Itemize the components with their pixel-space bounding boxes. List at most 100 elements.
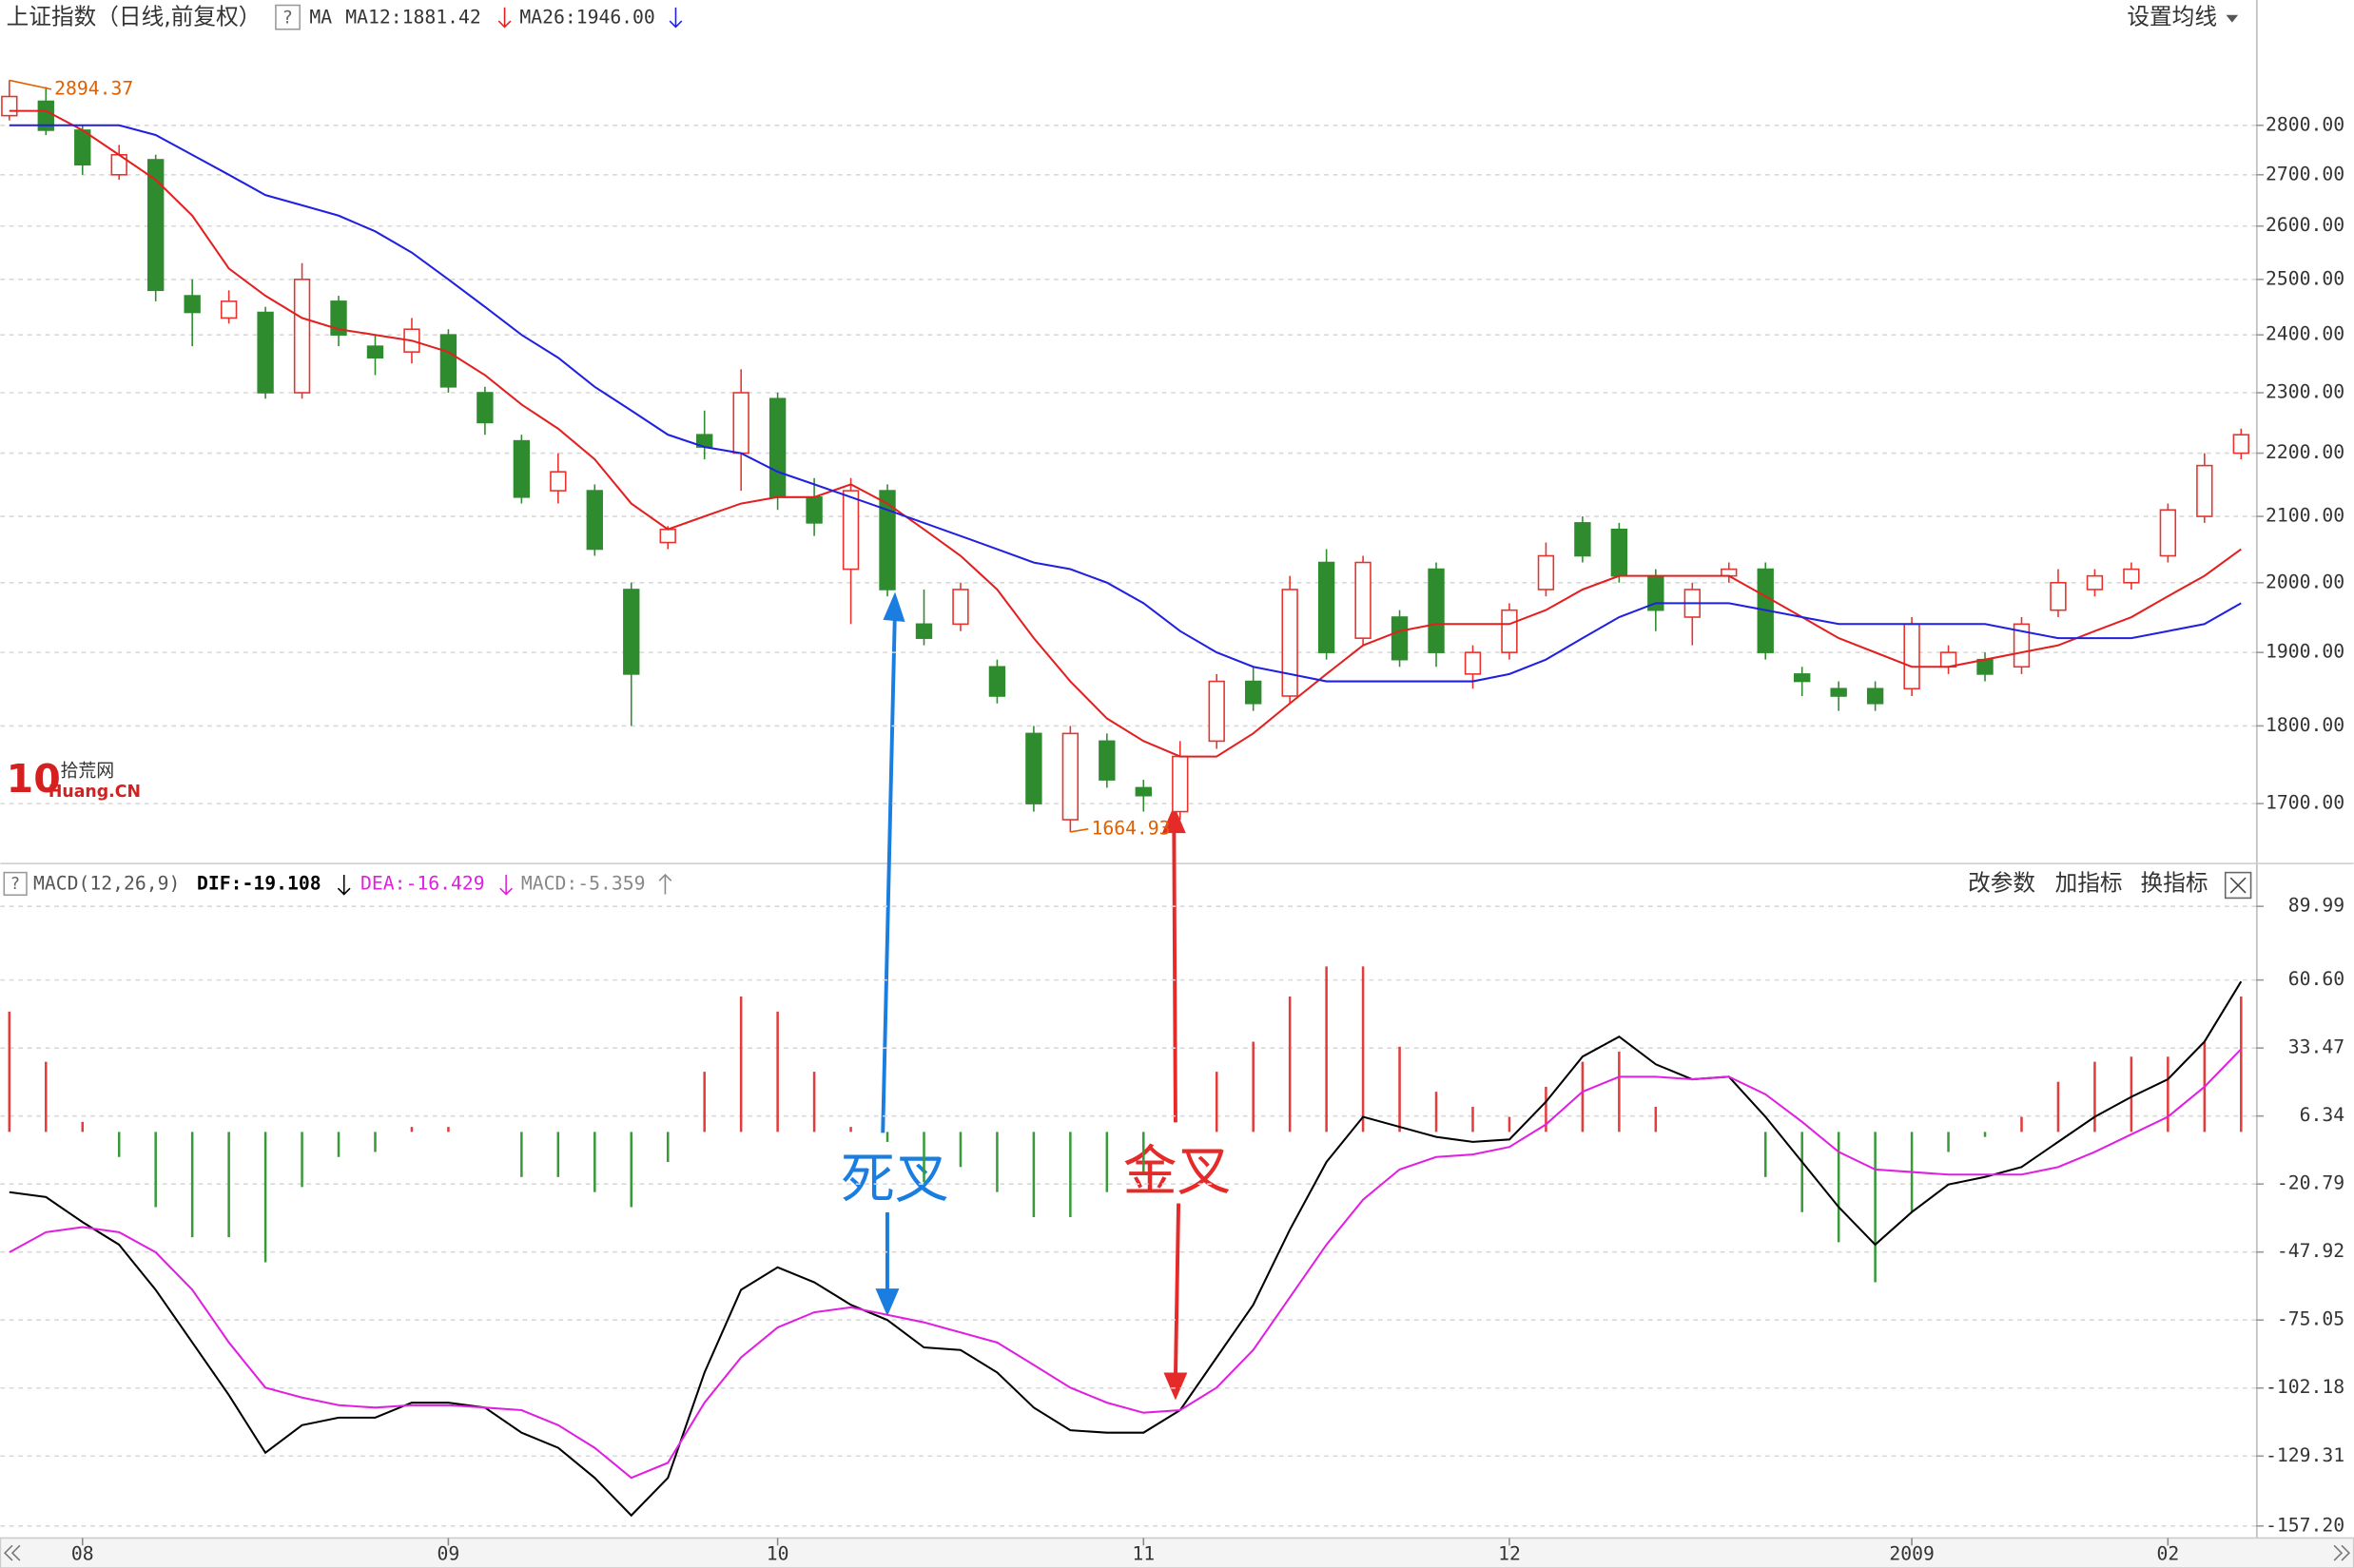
candle-body: [1830, 687, 1847, 697]
candle-body: [659, 528, 676, 544]
legend-dea: DEA:-16.429: [360, 873, 485, 895]
candle-body: [1135, 786, 1152, 797]
ma-line: [9, 124, 2242, 683]
high-label: 2894.37: [54, 77, 133, 99]
candle-body: [147, 159, 165, 292]
high-marker: [9, 79, 52, 90]
candle-body: [2159, 509, 2177, 557]
candle-body: [1245, 680, 1262, 705]
candle-body: [477, 392, 494, 424]
candle-body: [1172, 755, 1189, 813]
y-tick-label: 2100.00: [2266, 505, 2344, 527]
y-tick-label: 1800.00: [2266, 714, 2344, 736]
death-cross-arrows: [875, 591, 905, 1317]
candle-body: [257, 311, 274, 394]
candle-body: [768, 397, 787, 498]
scroll-left-button[interactable]: [3, 1544, 21, 1561]
candle-body: [1391, 616, 1409, 661]
candle-body: [915, 623, 933, 639]
candle-body: [1866, 687, 1884, 705]
golden-cross-label: 金叉: [1123, 1140, 1232, 1203]
candle-body: [952, 589, 969, 626]
candle-body: [184, 295, 201, 314]
ma-line: [9, 109, 2242, 758]
candle-body: [439, 334, 457, 388]
trend-arrow: [497, 7, 512, 29]
logo-site: Huang.CN: [49, 783, 141, 802]
candle-body: [842, 490, 860, 571]
x-tick-label: 2009: [1889, 1542, 1935, 1564]
candle-body: [1428, 568, 1445, 653]
params-button[interactable]: 改参数: [1968, 870, 2035, 897]
candle-body: [1501, 609, 1518, 653]
scroll-right-button[interactable]: [2333, 1544, 2351, 1561]
death-cross-label: 死叉: [841, 1148, 949, 1210]
y-tick-label: -157.20: [2266, 1514, 2344, 1536]
candle-body: [1281, 589, 1298, 697]
candle-body: [1464, 651, 1482, 675]
candle-body: [330, 300, 347, 336]
candle-body: [732, 392, 749, 455]
y-tick-label: 2000.00: [2266, 571, 2344, 592]
legend-dif: DIF:-19.108: [197, 873, 321, 895]
y-tick-label: 2300.00: [2266, 381, 2344, 403]
y-tick-label: 33.47: [2288, 1036, 2344, 1058]
y-tick-label: 2200.00: [2266, 441, 2344, 463]
dropdown-icon[interactable]: [2226, 14, 2239, 23]
x-axis-strip: [0, 1537, 2354, 1568]
trend-arrow: [658, 873, 672, 895]
help-button[interactable]: [275, 4, 301, 30]
y-tick-label: 60.60: [2288, 968, 2344, 990]
candle-body: [1061, 732, 1080, 821]
candle-body: [1208, 680, 1225, 743]
candle-body: [1794, 673, 1811, 683]
candle-body: [879, 490, 896, 590]
y-tick-label: 6.34: [2300, 1104, 2345, 1126]
candle-body: [293, 279, 311, 394]
candle-body: [1537, 554, 1555, 590]
x-tick-label: 09: [438, 1542, 460, 1564]
candle-body: [2013, 623, 2031, 668]
candle-body: [2232, 434, 2249, 455]
y-tick-label: 1900.00: [2266, 641, 2344, 663]
y-tick-label: 2700.00: [2266, 163, 2344, 184]
y-tick-label: 2400.00: [2266, 323, 2344, 345]
candle-body: [220, 300, 238, 319]
candle-body: [1317, 561, 1335, 653]
help-icon[interactable]: ?: [283, 7, 293, 28]
candle-body: [1099, 740, 1116, 781]
candle-body: [1354, 561, 1372, 639]
indicator-label: MA: [309, 6, 332, 28]
trend-arrow: [337, 874, 351, 896]
x-tick-label: 11: [1132, 1542, 1155, 1564]
candle-body: [2050, 582, 2067, 611]
y-tick-label: 1700.00: [2266, 792, 2344, 814]
candle-body: [1, 95, 18, 117]
low-marker: [1070, 827, 1089, 833]
candle-body: [1903, 623, 1920, 690]
golden-cross-arrows: [1161, 805, 1188, 1401]
candle-body: [550, 471, 567, 492]
legend-ma26: MA26:1946.00: [519, 6, 654, 28]
settings-button[interactable]: 设置均线: [2127, 3, 2217, 29]
close-icon[interactable]: [2229, 877, 2247, 894]
legend-ma12: MA12:1881.42: [345, 6, 480, 28]
x-tick-label: 10: [767, 1542, 789, 1564]
x-tick-label: 12: [1498, 1542, 1521, 1564]
add-indicator-button[interactable]: 加指标: [2055, 870, 2123, 897]
candle-body: [806, 495, 823, 524]
candle-body: [1939, 651, 1957, 668]
x-tick-label: 02: [2156, 1542, 2179, 1564]
candle-body: [988, 666, 1006, 697]
candle-body: [1025, 732, 1042, 804]
candle-body: [586, 490, 603, 551]
candle-body: [2086, 574, 2104, 590]
dea-line: [9, 1048, 2243, 1480]
candle-body: [1976, 658, 1994, 675]
help-button[interactable]: [3, 871, 28, 897]
switch-indicator-button[interactable]: 换指标: [2141, 870, 2208, 897]
help-icon[interactable]: ?: [11, 875, 20, 894]
y-tick-label: 2600.00: [2266, 214, 2344, 236]
